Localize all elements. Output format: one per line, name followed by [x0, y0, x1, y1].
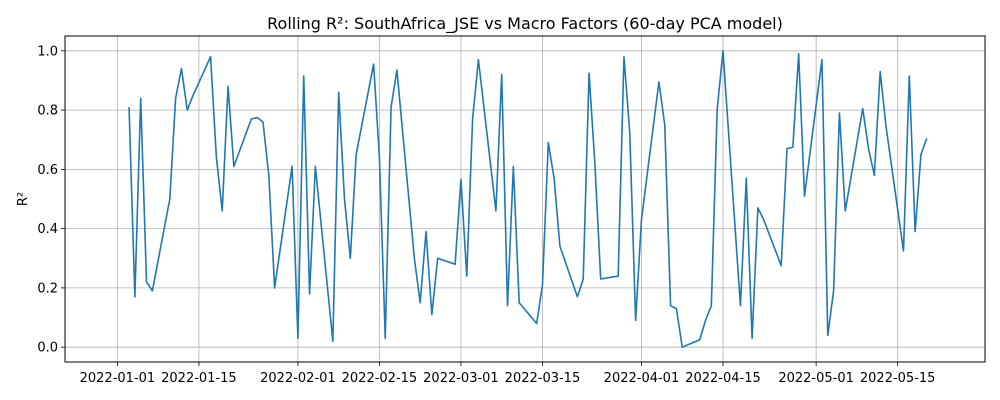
y-tick-label: 0.0: [37, 341, 58, 356]
x-tick-label: 2022-03-01: [423, 371, 499, 386]
series-layer: [128, 50, 928, 348]
x-tick-label: 2022-01-15: [161, 371, 237, 386]
x-tick-label: 2022-05-01: [778, 371, 854, 386]
plot-frame: [64, 35, 986, 363]
chart-title: Rolling R²: SouthAfrica_JSE vs Macro Fac…: [267, 14, 783, 34]
x-tick-label: 2022-04-15: [685, 371, 761, 386]
x-tick-label: 2022-03-15: [505, 371, 581, 386]
y-tick-label: 1.0: [37, 44, 58, 59]
series-line: [128, 50, 928, 348]
x-tick-label: 2022-01-01: [80, 371, 156, 386]
y-tick-label: 0.4: [37, 222, 58, 237]
y-tick-label: 0.2: [37, 281, 58, 296]
x-tick-label: 2022-02-01: [260, 371, 336, 386]
x-tick-label: 2022-04-01: [604, 371, 680, 386]
x-tick-label: 2022-05-15: [860, 371, 936, 386]
y-axis: 0.0 0.2 0.4 0.6 0.8 1.0: [37, 44, 65, 356]
x-axis: 2022-01-01 2022-01-15 2022-02-01 2022-02-15…: [80, 362, 936, 386]
y-axis-label: R²: [16, 192, 31, 206]
y-tick-label: 0.6: [37, 163, 58, 178]
x-tick-label: 2022-02-15: [342, 371, 418, 386]
y-tick-label: 0.8: [37, 104, 58, 119]
